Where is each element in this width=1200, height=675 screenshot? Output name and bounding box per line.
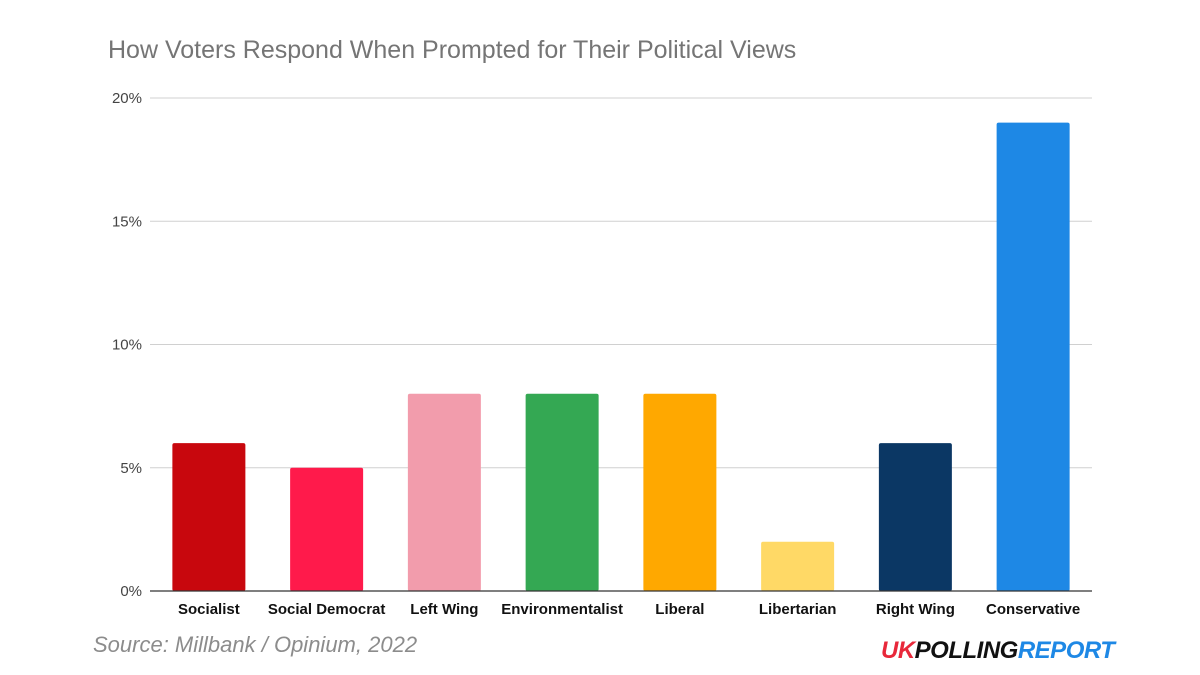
x-tick-label: Environmentalist [501, 601, 623, 618]
y-tick-label: 5% [120, 460, 142, 477]
brand-logo-uk: UK [881, 637, 915, 664]
bar-social-democrat [290, 467, 364, 591]
bar-conservative [996, 122, 1070, 592]
x-tick-label: Left Wing [410, 601, 478, 618]
bar-left-wing [407, 393, 481, 591]
x-tick-label: Liberal [655, 601, 704, 618]
x-axis-ticks: Socialist Social Democrat Left Wing Environ… [178, 601, 1080, 618]
source-note: Source: Millbank / Opinium, 2022 [93, 632, 418, 657]
y-tick-label: 0% [120, 583, 142, 600]
bar-libertarian [761, 541, 835, 591]
x-tick-label: Libertarian [759, 601, 837, 618]
x-tick-label: Conservative [986, 601, 1080, 618]
y-tick-label: 10% [112, 337, 142, 354]
chart-title: How Voters Respond When Prompted for The… [108, 36, 797, 64]
bar-socialist [172, 443, 246, 591]
brand-logo-report: REPORT [1017, 637, 1115, 664]
bar-right-wing [878, 443, 952, 591]
bar-environmentalist [525, 393, 599, 591]
brand-logo: UKPOLLINGREPORT [881, 637, 1115, 665]
x-tick-label: Right Wing [876, 601, 955, 618]
brand-logo-polling: POLLING [914, 637, 1019, 664]
x-tick-label: Social Democrat [268, 601, 386, 618]
y-axis-ticks: 0% 5% 10% 15% 20% [112, 90, 142, 600]
x-tick-label: Socialist [178, 601, 240, 618]
bars [172, 122, 1070, 592]
y-tick-label: 15% [112, 213, 142, 230]
y-tick-label: 20% [112, 90, 142, 107]
gridlines [150, 97, 1092, 469]
bar-liberal [643, 393, 717, 591]
